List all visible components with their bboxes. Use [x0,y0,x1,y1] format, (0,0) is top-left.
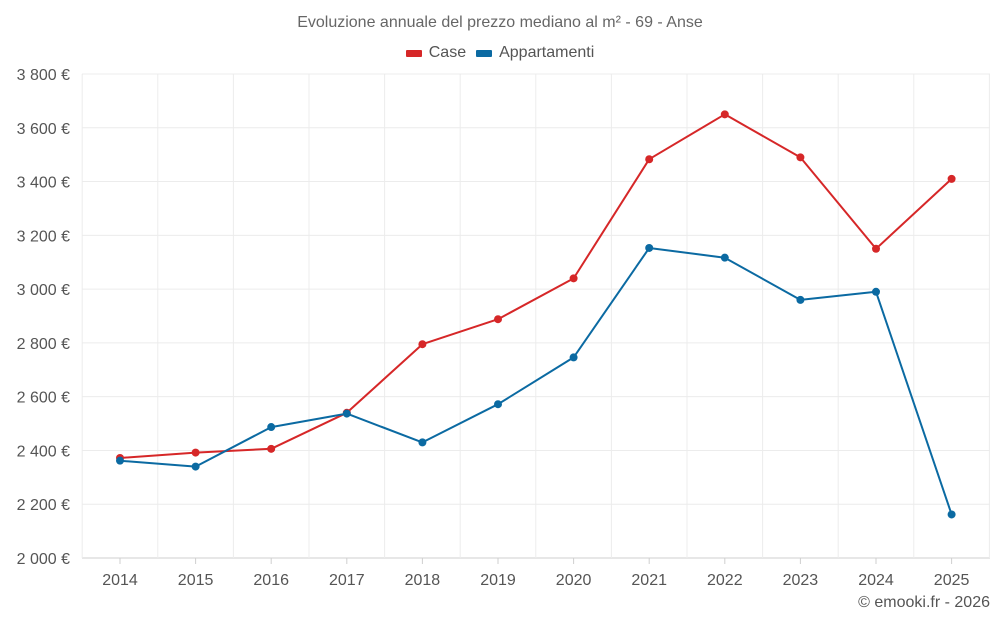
data-point-case-2016 [267,444,276,453]
legend-item-case[interactable]: Case [405,44,467,62]
x-tick-label: 2025 [934,572,970,589]
legend-swatch-appartamenti [476,49,493,57]
x-tick-label: 2014 [102,572,138,589]
data-point-appartamenti-2018 [418,438,427,447]
y-tick-label: 2 800 € [17,336,70,353]
y-tick-label: 3 200 € [17,228,70,245]
x-tick-label: 2015 [178,572,214,589]
data-point-appartamenti-2015 [191,462,200,471]
legend-label-case: Case [428,44,467,61]
data-point-case-2019 [494,315,502,324]
y-tick-label: 2 400 € [17,443,70,460]
x-tick-label: 2020 [556,572,592,589]
data-point-appartamenti-2021 [645,243,654,252]
x-tick-label: 2018 [405,572,441,589]
legend-swatch-case [405,49,422,57]
data-point-appartamenti-2024 [872,287,880,296]
y-tick-label: 3 000 € [17,282,70,299]
legend-item-appartamenti[interactable]: Appartamenti [476,44,594,62]
data-point-appartamenti-2014 [116,456,124,465]
data-point-case-2015 [191,448,200,457]
data-point-case-2025 [947,174,956,183]
y-tick-label: 2 000 € [17,551,70,568]
data-point-case-2024 [872,244,880,253]
y-tick-label: 2 600 € [17,390,70,407]
chart-title: Evoluzione annuale del prezzo mediano al… [297,14,703,31]
data-point-appartamenti-2023 [796,295,805,304]
data-point-appartamenti-2025 [947,510,956,519]
y-tick-label: 3 800 € [17,67,70,84]
y-tick-label: 3 400 € [17,175,70,192]
data-point-appartamenti-2020 [569,353,578,362]
series-line-case [119,113,953,459]
data-point-case-2021 [645,155,654,164]
data-point-case-2022 [720,110,729,119]
x-tick-label: 2021 [631,572,667,589]
data-point-case-2018 [418,340,427,349]
x-tick-label: 2019 [480,572,516,589]
x-tick-label: 2022 [707,572,743,589]
x-tick-label: 2017 [329,572,365,589]
data-point-appartamenti-2017 [342,409,351,418]
legend-label-appartamenti: Appartamenti [499,44,595,61]
data-point-case-2020 [569,274,578,283]
x-tick-label: 2016 [253,572,289,589]
y-tick-label: 2 200 € [17,497,70,514]
x-tick-label: 2023 [783,572,819,589]
x-tick-label: 2024 [858,572,894,589]
credit-text: © emooki.fr - 2026 [858,594,990,611]
data-point-appartamenti-2019 [494,400,502,409]
y-tick-label: 3 600 € [17,121,70,138]
series-line-appartamenti [119,247,953,515]
data-point-appartamenti-2022 [720,253,729,262]
data-point-appartamenti-2016 [267,423,276,432]
data-point-case-2023 [796,153,805,162]
legend: Case Appartamenti [0,44,1000,62]
